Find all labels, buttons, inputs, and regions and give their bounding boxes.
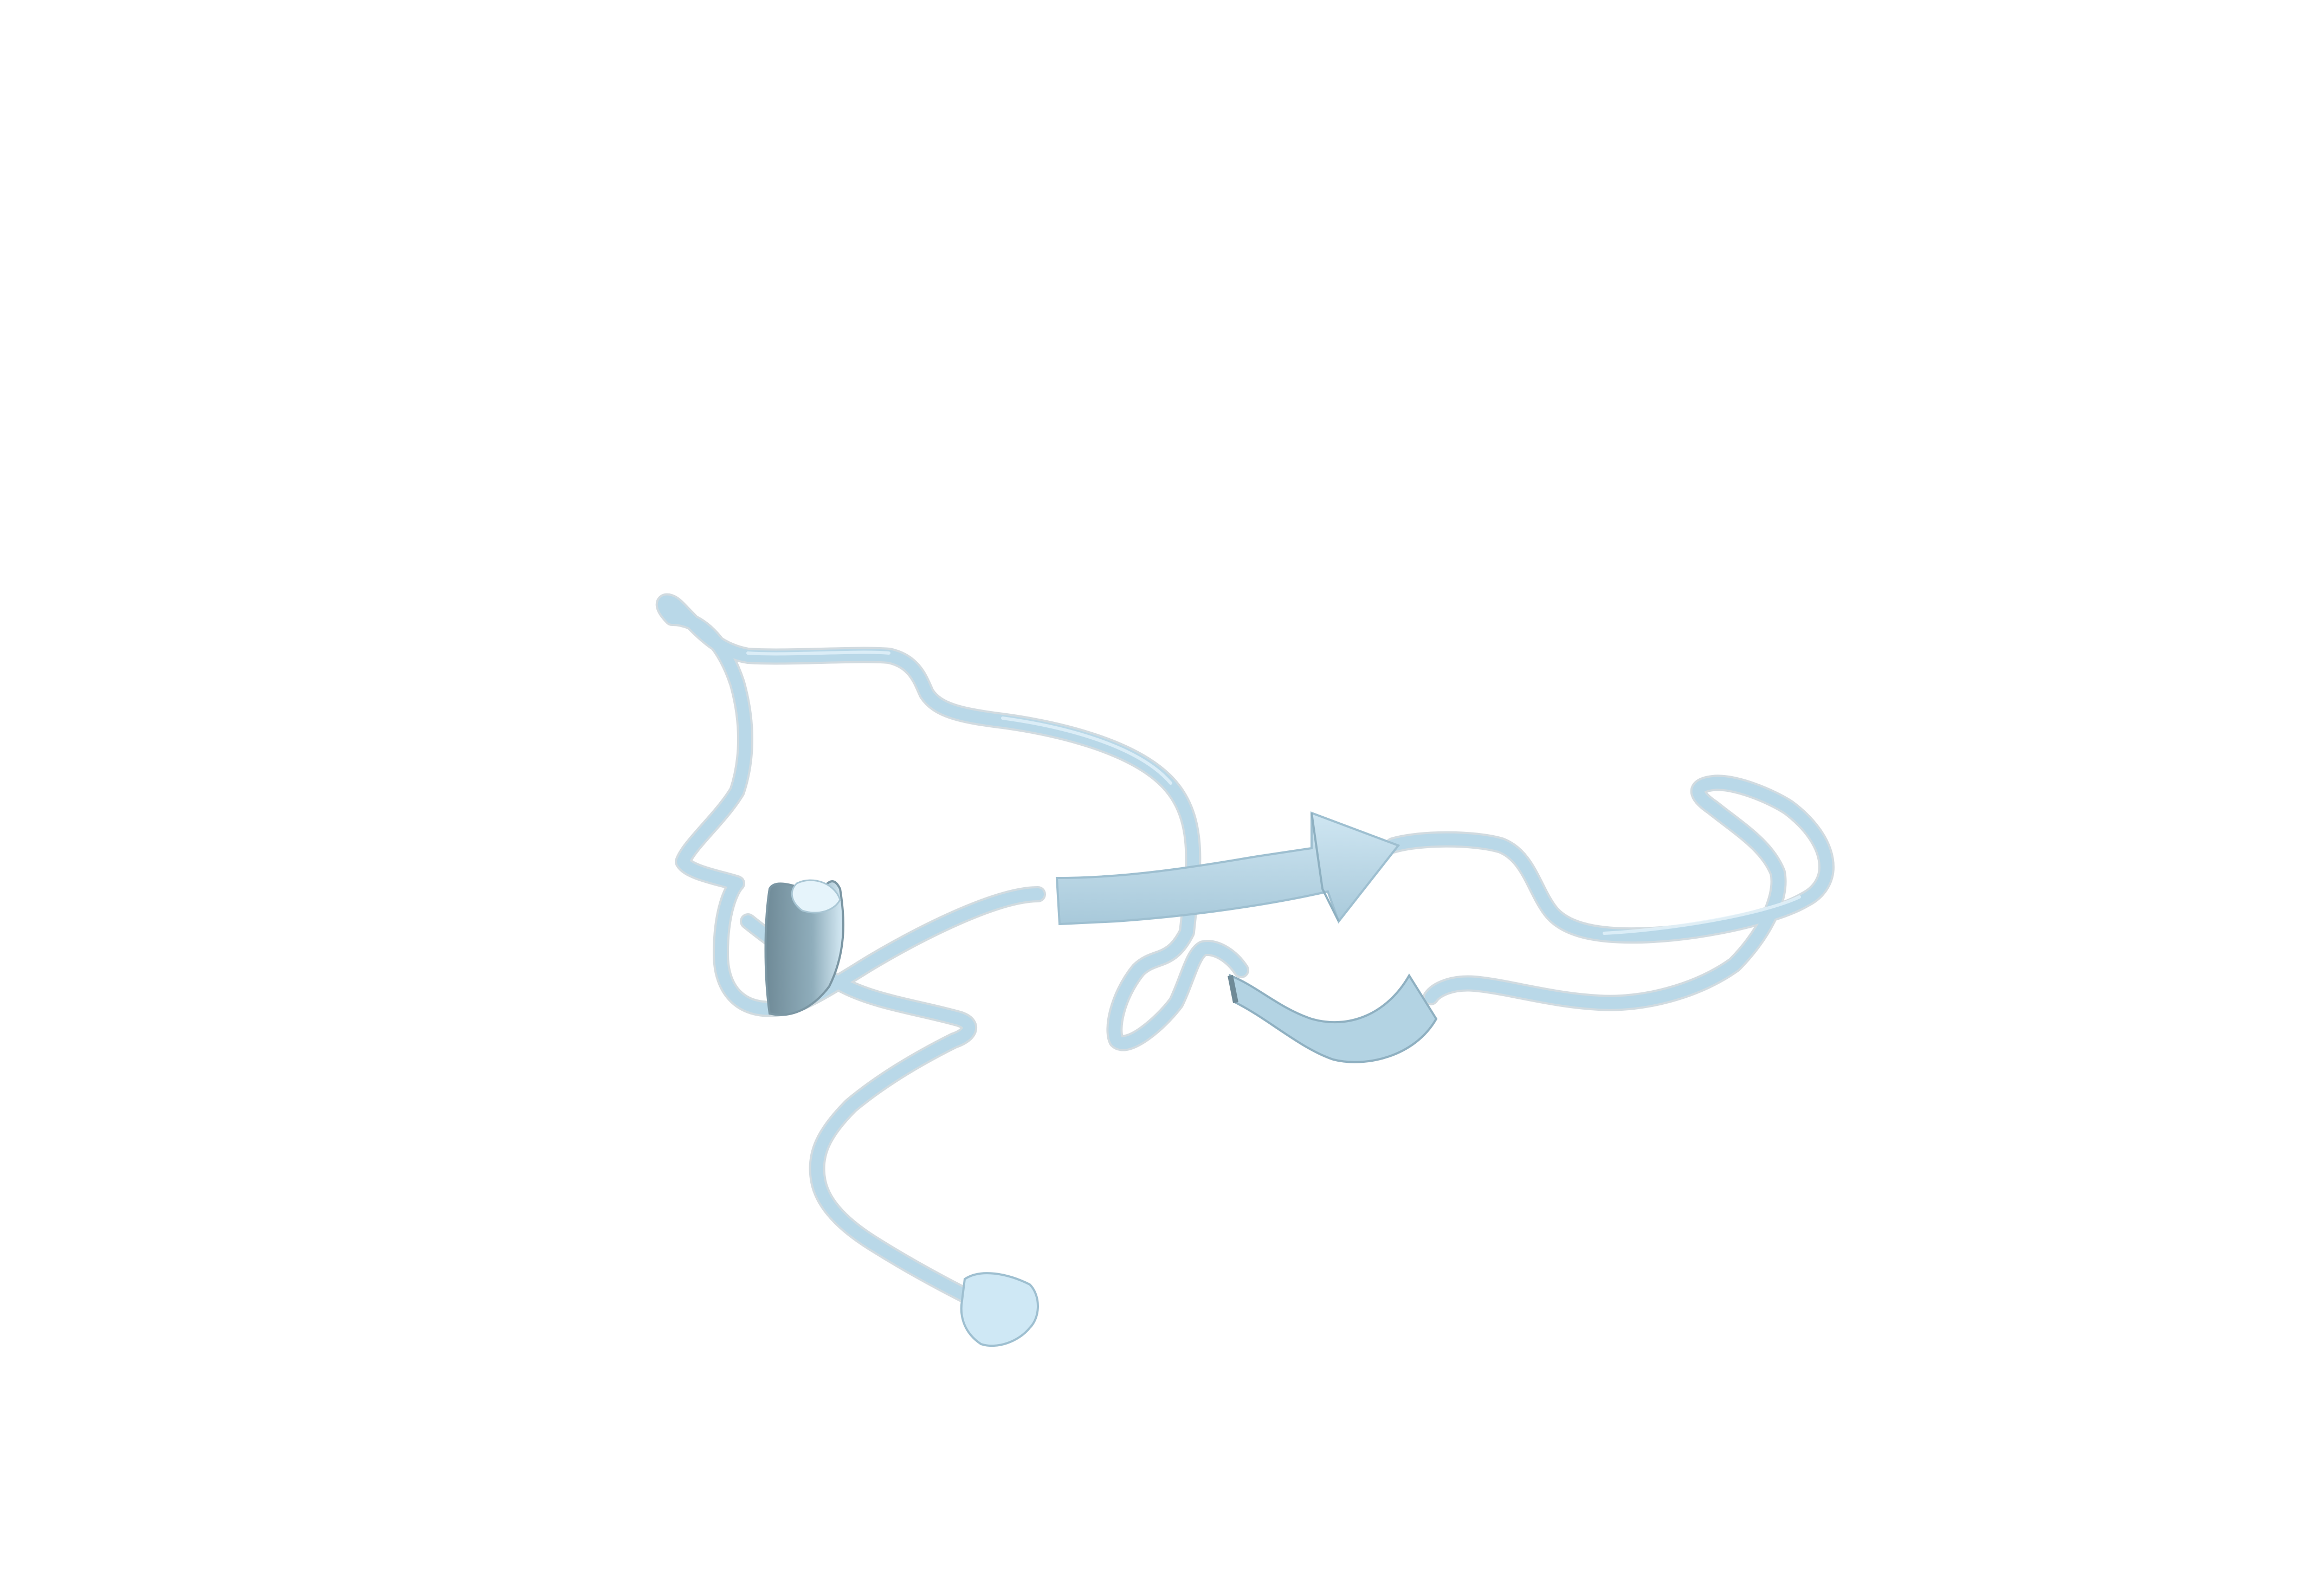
beta-strand-twist (1228, 973, 1438, 1063)
coil-tail-lower (742, 915, 992, 1312)
beta-strand-arrow (1055, 811, 1400, 926)
coil-loop-left (657, 595, 1247, 1049)
helix-turn (764, 879, 844, 1016)
coil-highlights (746, 650, 1801, 935)
coil-loop-right (1387, 777, 1832, 1009)
coil-segments (657, 595, 1832, 1312)
terminal-block (960, 1272, 1039, 1347)
